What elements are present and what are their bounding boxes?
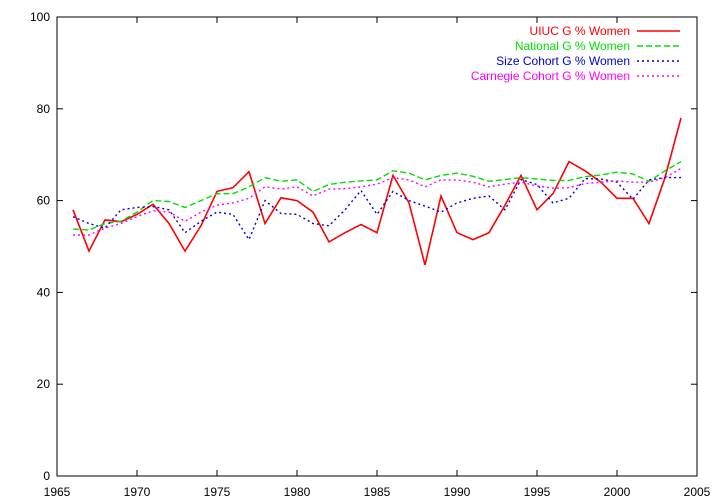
- axis-ticks: 1965 1970 1975 1980 1985 1990 1995 2000 2005 0 20 4…: [30, 10, 711, 499]
- x-tick-label: 1975: [204, 485, 231, 499]
- series-layer: [72, 117, 682, 266]
- x-tick-label: 2005: [684, 485, 711, 499]
- x-tick-label: 1980: [284, 485, 311, 499]
- y-tick-label: 100: [30, 10, 50, 24]
- y-tick-label: 40: [37, 285, 51, 299]
- series-line-1: [72, 117, 682, 266]
- legend-label-3: Size Cohort G % Women: [496, 54, 630, 68]
- x-tick-label: 1995: [524, 485, 551, 499]
- x-tick-label: 1965: [44, 485, 71, 499]
- plot-frame: [56, 16, 698, 477]
- y-tick-label: 20: [37, 377, 51, 391]
- legend-label-4: Carnegie Cohort G % Women: [471, 69, 630, 83]
- y-tick-label: 60: [37, 194, 51, 208]
- y-tick-label: 80: [37, 102, 51, 116]
- series-line-3: [72, 176, 681, 242]
- x-tick-label: 2000: [604, 485, 631, 499]
- x-tick-label: 1970: [124, 485, 151, 499]
- series-line-2: [72, 160, 682, 231]
- x-tick-label: 1985: [364, 485, 391, 499]
- y-tick-label: 0: [43, 469, 50, 483]
- legend-label-2: National G % Women: [515, 39, 630, 53]
- series-line-4: [73, 167, 682, 236]
- x-tick-label: 1990: [444, 485, 471, 499]
- legend-label-1: UIUC G % Women: [530, 24, 630, 38]
